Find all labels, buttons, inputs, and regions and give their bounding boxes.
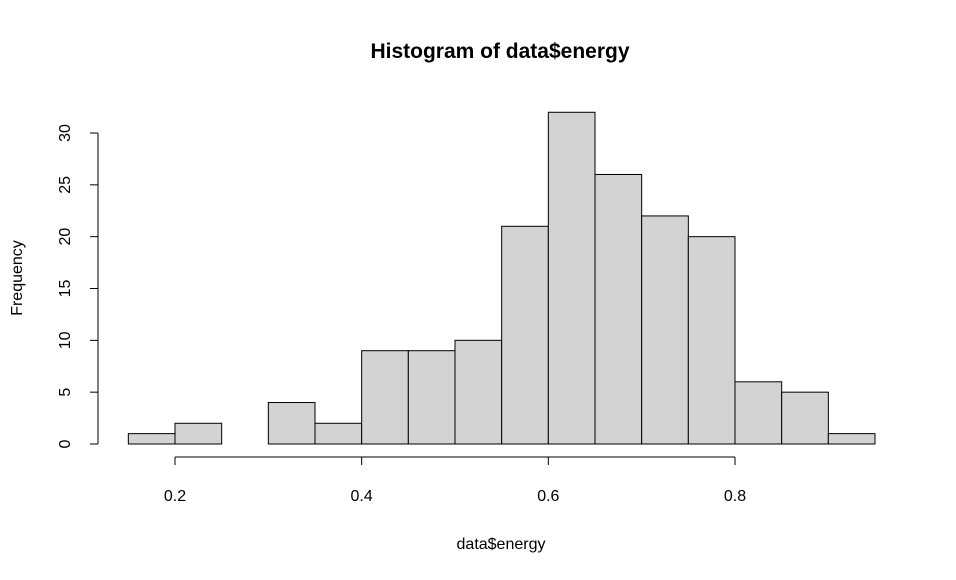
histogram-bar bbox=[174, 422, 223, 445]
histogram-bar bbox=[407, 350, 456, 445]
bars-group bbox=[127, 111, 876, 445]
y-tick-label: 30 bbox=[57, 124, 74, 142]
x-axis: 0.2 0.4 0.6 0.8 bbox=[164, 456, 746, 505]
histogram-bar bbox=[687, 236, 736, 445]
y-tick-label: 10 bbox=[57, 331, 74, 349]
histogram-bar bbox=[827, 433, 876, 445]
histogram-bar bbox=[267, 402, 316, 445]
histogram-bar bbox=[547, 111, 596, 445]
y-tick-label: 5 bbox=[57, 388, 74, 397]
histogram-bar bbox=[641, 215, 689, 445]
chart-title: Histogram of data$energy bbox=[370, 40, 629, 63]
x-tick-label: 0.8 bbox=[724, 488, 746, 505]
histogram-bar bbox=[361, 350, 409, 445]
x-tick-label: 0.4 bbox=[351, 488, 373, 505]
y-tick-label: 25 bbox=[57, 176, 74, 194]
histogram-bar bbox=[501, 225, 549, 445]
x-tick-label: 0.2 bbox=[164, 488, 186, 505]
histogram-bar bbox=[781, 391, 829, 445]
histogram-bar bbox=[314, 422, 363, 445]
y-axis-label: Frequency bbox=[9, 240, 26, 316]
y-tick-label: 15 bbox=[57, 280, 74, 298]
histogram-bar bbox=[127, 433, 176, 445]
y-axis: 0 5 10 15 20 25 30 bbox=[57, 124, 99, 448]
x-axis-label: data$energy bbox=[457, 536, 546, 553]
histogram-bar bbox=[734, 381, 783, 445]
x-tick-label: 0.6 bbox=[537, 488, 559, 505]
y-tick-label: 20 bbox=[57, 228, 74, 246]
histogram-bar bbox=[594, 173, 643, 445]
y-tick-label: 0 bbox=[57, 439, 74, 448]
histogram-bar bbox=[454, 339, 503, 445]
